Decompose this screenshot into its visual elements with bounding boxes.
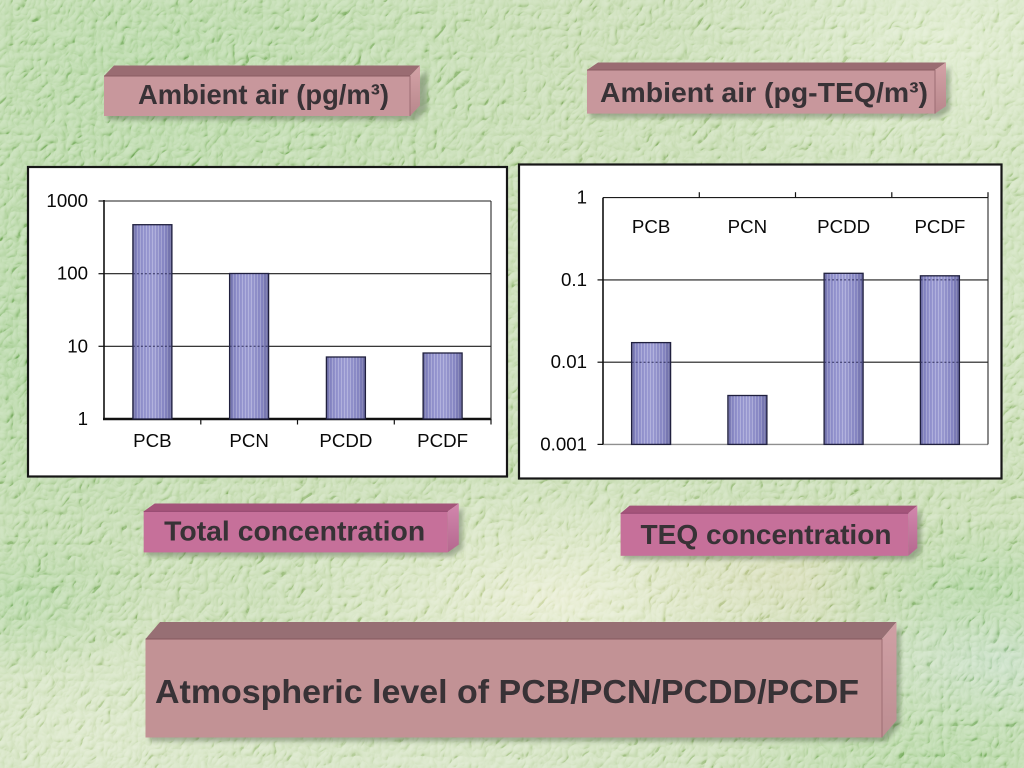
svg-text:100: 100 <box>57 263 88 284</box>
svg-text:Ambient air (pg/m³): Ambient air (pg/m³) <box>138 79 389 110</box>
svg-text:TEQ concentration: TEQ concentration <box>641 519 892 550</box>
svg-text:1000: 1000 <box>46 190 88 211</box>
svg-text:0.001: 0.001 <box>540 433 587 454</box>
svg-text:0.01: 0.01 <box>551 351 587 372</box>
svg-text:PCDD: PCDD <box>319 430 372 451</box>
svg-text:PCN: PCN <box>229 430 268 451</box>
svg-text:PCDF: PCDF <box>914 216 965 237</box>
svg-text:1: 1 <box>577 187 587 208</box>
svg-text:PCB: PCB <box>133 430 171 451</box>
svg-text:1: 1 <box>78 408 88 429</box>
svg-text:PCDD: PCDD <box>817 216 870 237</box>
svg-text:10: 10 <box>67 335 88 356</box>
svg-text:PCB: PCB <box>632 216 670 237</box>
svg-text:Ambient air (pg-TEQ/m³): Ambient air (pg-TEQ/m³) <box>600 77 928 108</box>
svg-text:PCDF: PCDF <box>417 430 468 451</box>
svg-text:Total concentration: Total concentration <box>164 516 425 547</box>
svg-text:0.1: 0.1 <box>561 269 587 290</box>
svg-text:PCN: PCN <box>728 216 767 237</box>
svg-text:Atmospheric level of PCB/PCN/P: Atmospheric level of PCB/PCN/PCDD/PCDF <box>155 673 859 710</box>
